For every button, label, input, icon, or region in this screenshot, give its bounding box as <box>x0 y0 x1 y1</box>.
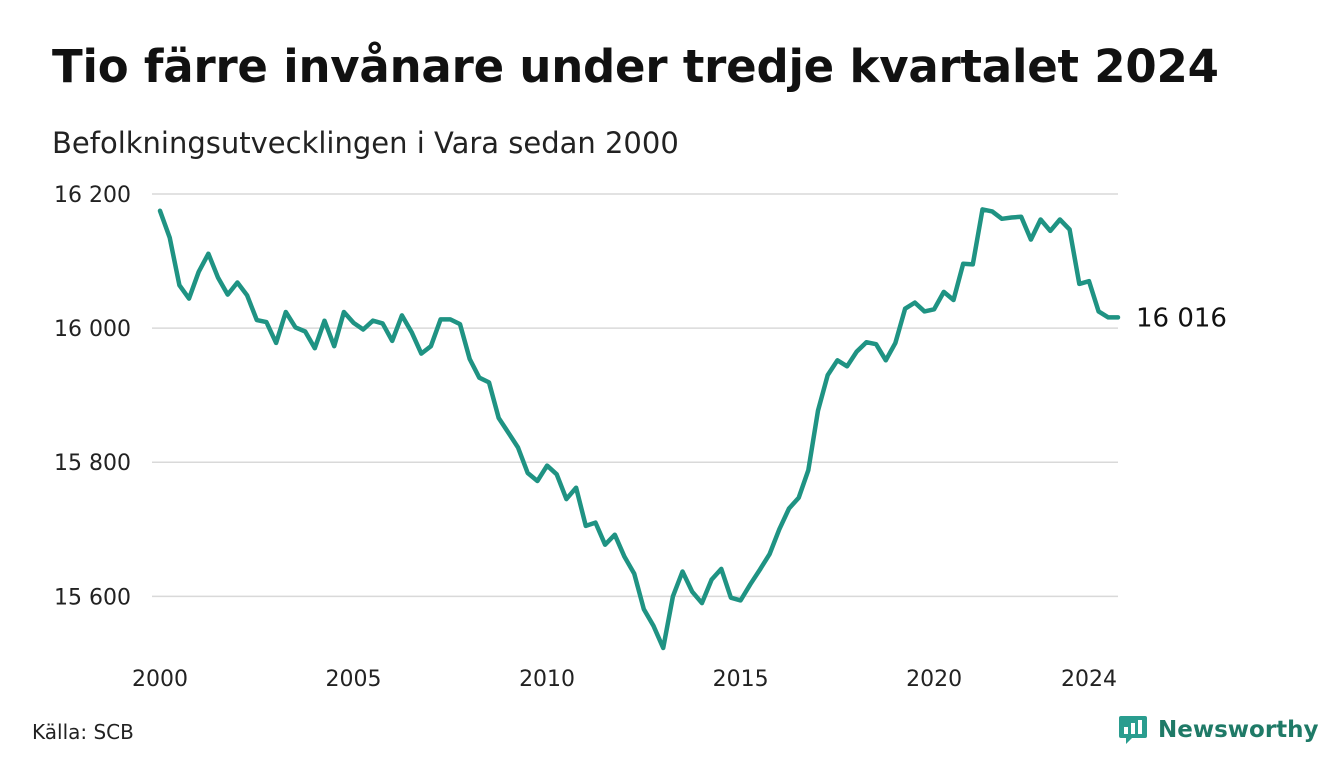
population-line <box>157 207 1121 651</box>
y-axis-ticks: 15 600 15 800 16 000 16 200 <box>54 183 131 610</box>
source-note: Källa: SCB <box>32 720 134 744</box>
line-chart: 15 600 15 800 16 000 16 200 2000 2005 2010 201… <box>54 183 1227 692</box>
y-tick-label-16200: 16 200 <box>54 183 131 208</box>
end-value-label: 16 016 <box>1136 303 1227 333</box>
x-tick-label-2024: 2024 <box>1061 667 1117 692</box>
y-tick-label-15800: 15 800 <box>54 451 131 476</box>
brand-name: Newsworthy <box>1158 717 1319 743</box>
x-tick-label-2005: 2005 <box>326 667 382 692</box>
newsworthy-logo-icon <box>1119 716 1147 744</box>
brand: Newsworthy <box>1118 714 1319 746</box>
x-tick-label-2015: 2015 <box>713 667 769 692</box>
chart-title: Tio färre invånare under tredje kvartale… <box>52 40 1219 93</box>
x-tick-label-2000: 2000 <box>132 667 188 692</box>
grid-lines <box>152 193 1118 598</box>
y-tick-label-15600: 15 600 <box>54 585 131 610</box>
chart-subtitle: Befolkningsutvecklingen i Vara sedan 200… <box>52 126 679 160</box>
y-tick-label-16000: 16 000 <box>54 317 131 342</box>
x-tick-label-2010: 2010 <box>519 667 575 692</box>
end-label-layer: 16 016 <box>1136 303 1227 333</box>
x-tick-label-2020: 2020 <box>906 667 962 692</box>
series-layer <box>157 207 1121 651</box>
x-axis-ticks: 2000 2005 2010 2015 2020 2024 <box>132 667 1117 692</box>
